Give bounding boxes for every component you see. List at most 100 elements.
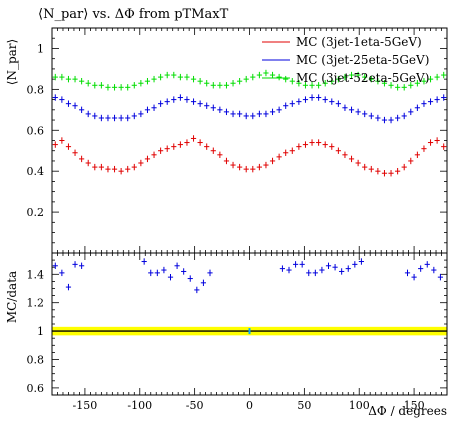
ratio-point [404,269,411,277]
data-point [329,98,335,105]
data-point [329,143,335,150]
data-point [283,75,289,83]
data-point [296,98,302,105]
data-point [427,139,434,146]
data-point [276,106,282,114]
legend-entry: MC (3jet-25eta-5GeV) [296,53,429,67]
data-point [250,112,256,120]
data-point [362,163,368,171]
data-point [289,100,295,107]
ratio-point [148,269,154,277]
data-point [177,94,183,101]
data-point [92,112,98,120]
ratio-point [292,261,299,268]
data-point [217,82,223,89]
data-point [59,96,65,103]
data-point [85,159,91,167]
y-tick-label-ratio: 1.4 [27,268,45,281]
x-tick-label: -150 [73,399,98,412]
legend: MC (3jet-1eta-5GeV) MC (3jet-25eta-5GeV) M… [262,35,429,85]
ratio-data-marks [52,258,444,335]
ratio-point [325,262,332,269]
data-point [223,157,230,165]
data-point [342,73,348,81]
data-point [92,82,98,89]
data-point [355,159,361,167]
data-point [316,94,322,101]
data-point [381,170,388,177]
data-point [263,69,269,77]
data-point [105,114,111,122]
data-point [355,71,361,79]
data-point [125,84,131,91]
main-data-marks [52,69,447,177]
ratio-point [167,273,174,281]
data-point [92,163,98,171]
ratio-point [339,268,345,275]
data-point [355,108,361,116]
y-tick-label-main: 0.6 [27,124,45,137]
ratio-point [187,275,193,282]
data-point [138,159,144,167]
data-point [395,84,401,91]
data-point [118,167,124,175]
ratio-point [319,266,325,274]
data-point [237,110,243,118]
data-point [276,73,282,81]
ratio-point [437,273,444,281]
data-point [190,75,197,83]
data-point [197,77,203,85]
data-point [217,106,223,114]
data-point [237,77,243,85]
data-point [421,145,427,152]
data-point [348,106,355,114]
data-point [184,96,190,103]
data-point [414,151,420,159]
data-point [381,116,388,124]
ratio-point [332,264,338,271]
data-point [158,147,164,154]
data-point [322,80,328,87]
data-point [105,84,111,91]
data-point [190,98,197,105]
data-point [52,73,58,81]
x-axis-label: ΔΦ / degrees [368,404,447,418]
data-point [230,110,236,118]
ratio-point [154,269,160,277]
data-point [217,151,223,159]
ratio-point [207,269,213,277]
data-point [171,96,177,103]
data-point [111,84,118,91]
data-point [243,75,249,83]
data-point [177,73,183,81]
data-point [111,114,118,122]
data-point [250,73,256,81]
data-point [171,71,177,79]
ratio-point [299,261,305,268]
data-point [283,149,289,156]
data-point [223,82,230,89]
data-point [427,98,434,105]
data-point [131,112,137,120]
data-point [401,163,407,171]
data-point [197,139,203,146]
data-point [98,82,104,89]
data-point [335,75,341,83]
y-tick-label-main: 0.2 [27,206,45,219]
data-point [408,82,414,89]
data-point [184,73,190,81]
data-point [131,82,137,89]
main-axis-ticks: 0.2 0.4 0.6 0.8 1 [27,28,447,253]
data-point [79,155,85,163]
ratio-point [418,265,424,272]
data-point [151,104,157,111]
ratio-point [72,261,78,268]
ratio-point [52,262,58,269]
data-point [395,114,401,122]
data-point [256,110,262,118]
data-point [375,77,381,85]
data-point [131,163,137,171]
data-point [111,165,118,173]
data-point [204,143,210,150]
data-point [269,108,276,116]
